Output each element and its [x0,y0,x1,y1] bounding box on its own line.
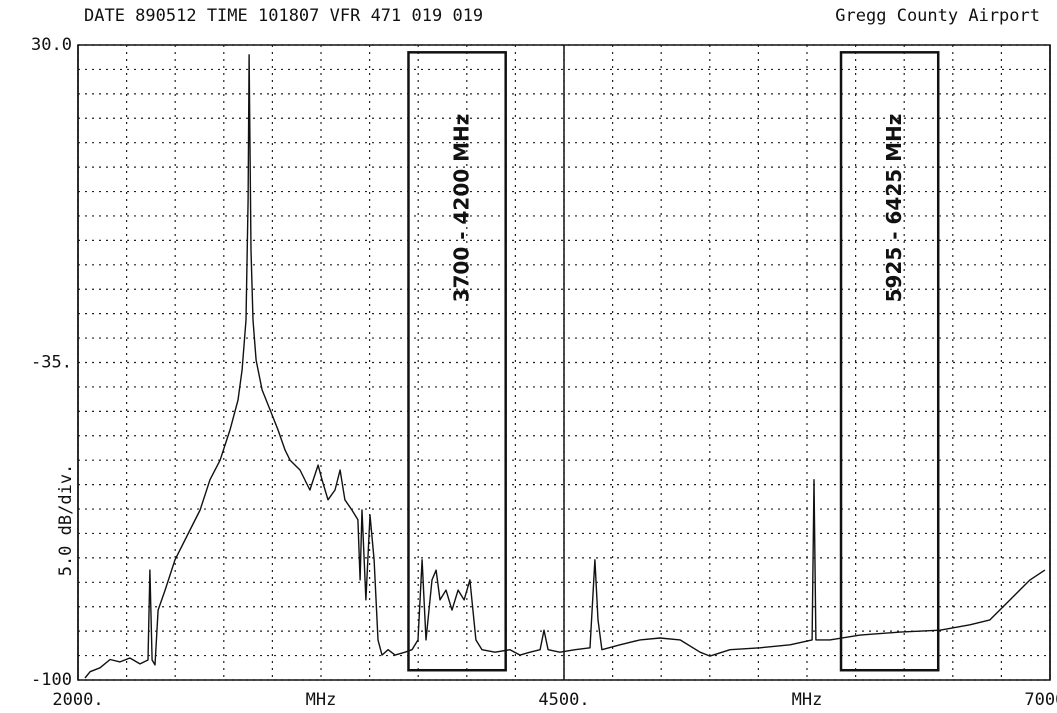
x-tick-label: 2000. [52,690,103,710]
y-tick-label: 30.0 [31,35,72,55]
spectrum-trace [84,54,1046,679]
y-axis-label: 5.0 dB/div. [56,464,76,577]
x-axis-label: MHz [306,690,337,710]
x-tick-label: 4500. [538,690,589,710]
chart-location: Gregg County Airport [835,6,1040,26]
x-tick-label: 7000. [1024,690,1057,710]
band-box [407,51,507,672]
chart-title: DATE 890512 TIME 101807 VFR 471 019 019 [84,6,483,26]
band-label: 5925 - 6425 MHz [882,114,906,303]
x-axis-label: MHz [792,690,823,710]
y-tick-label: -100 [31,670,72,690]
y-tick-label: -35. [31,353,72,373]
band-box [839,51,940,672]
band-label: 3700 - 4200 MHz [450,114,474,303]
